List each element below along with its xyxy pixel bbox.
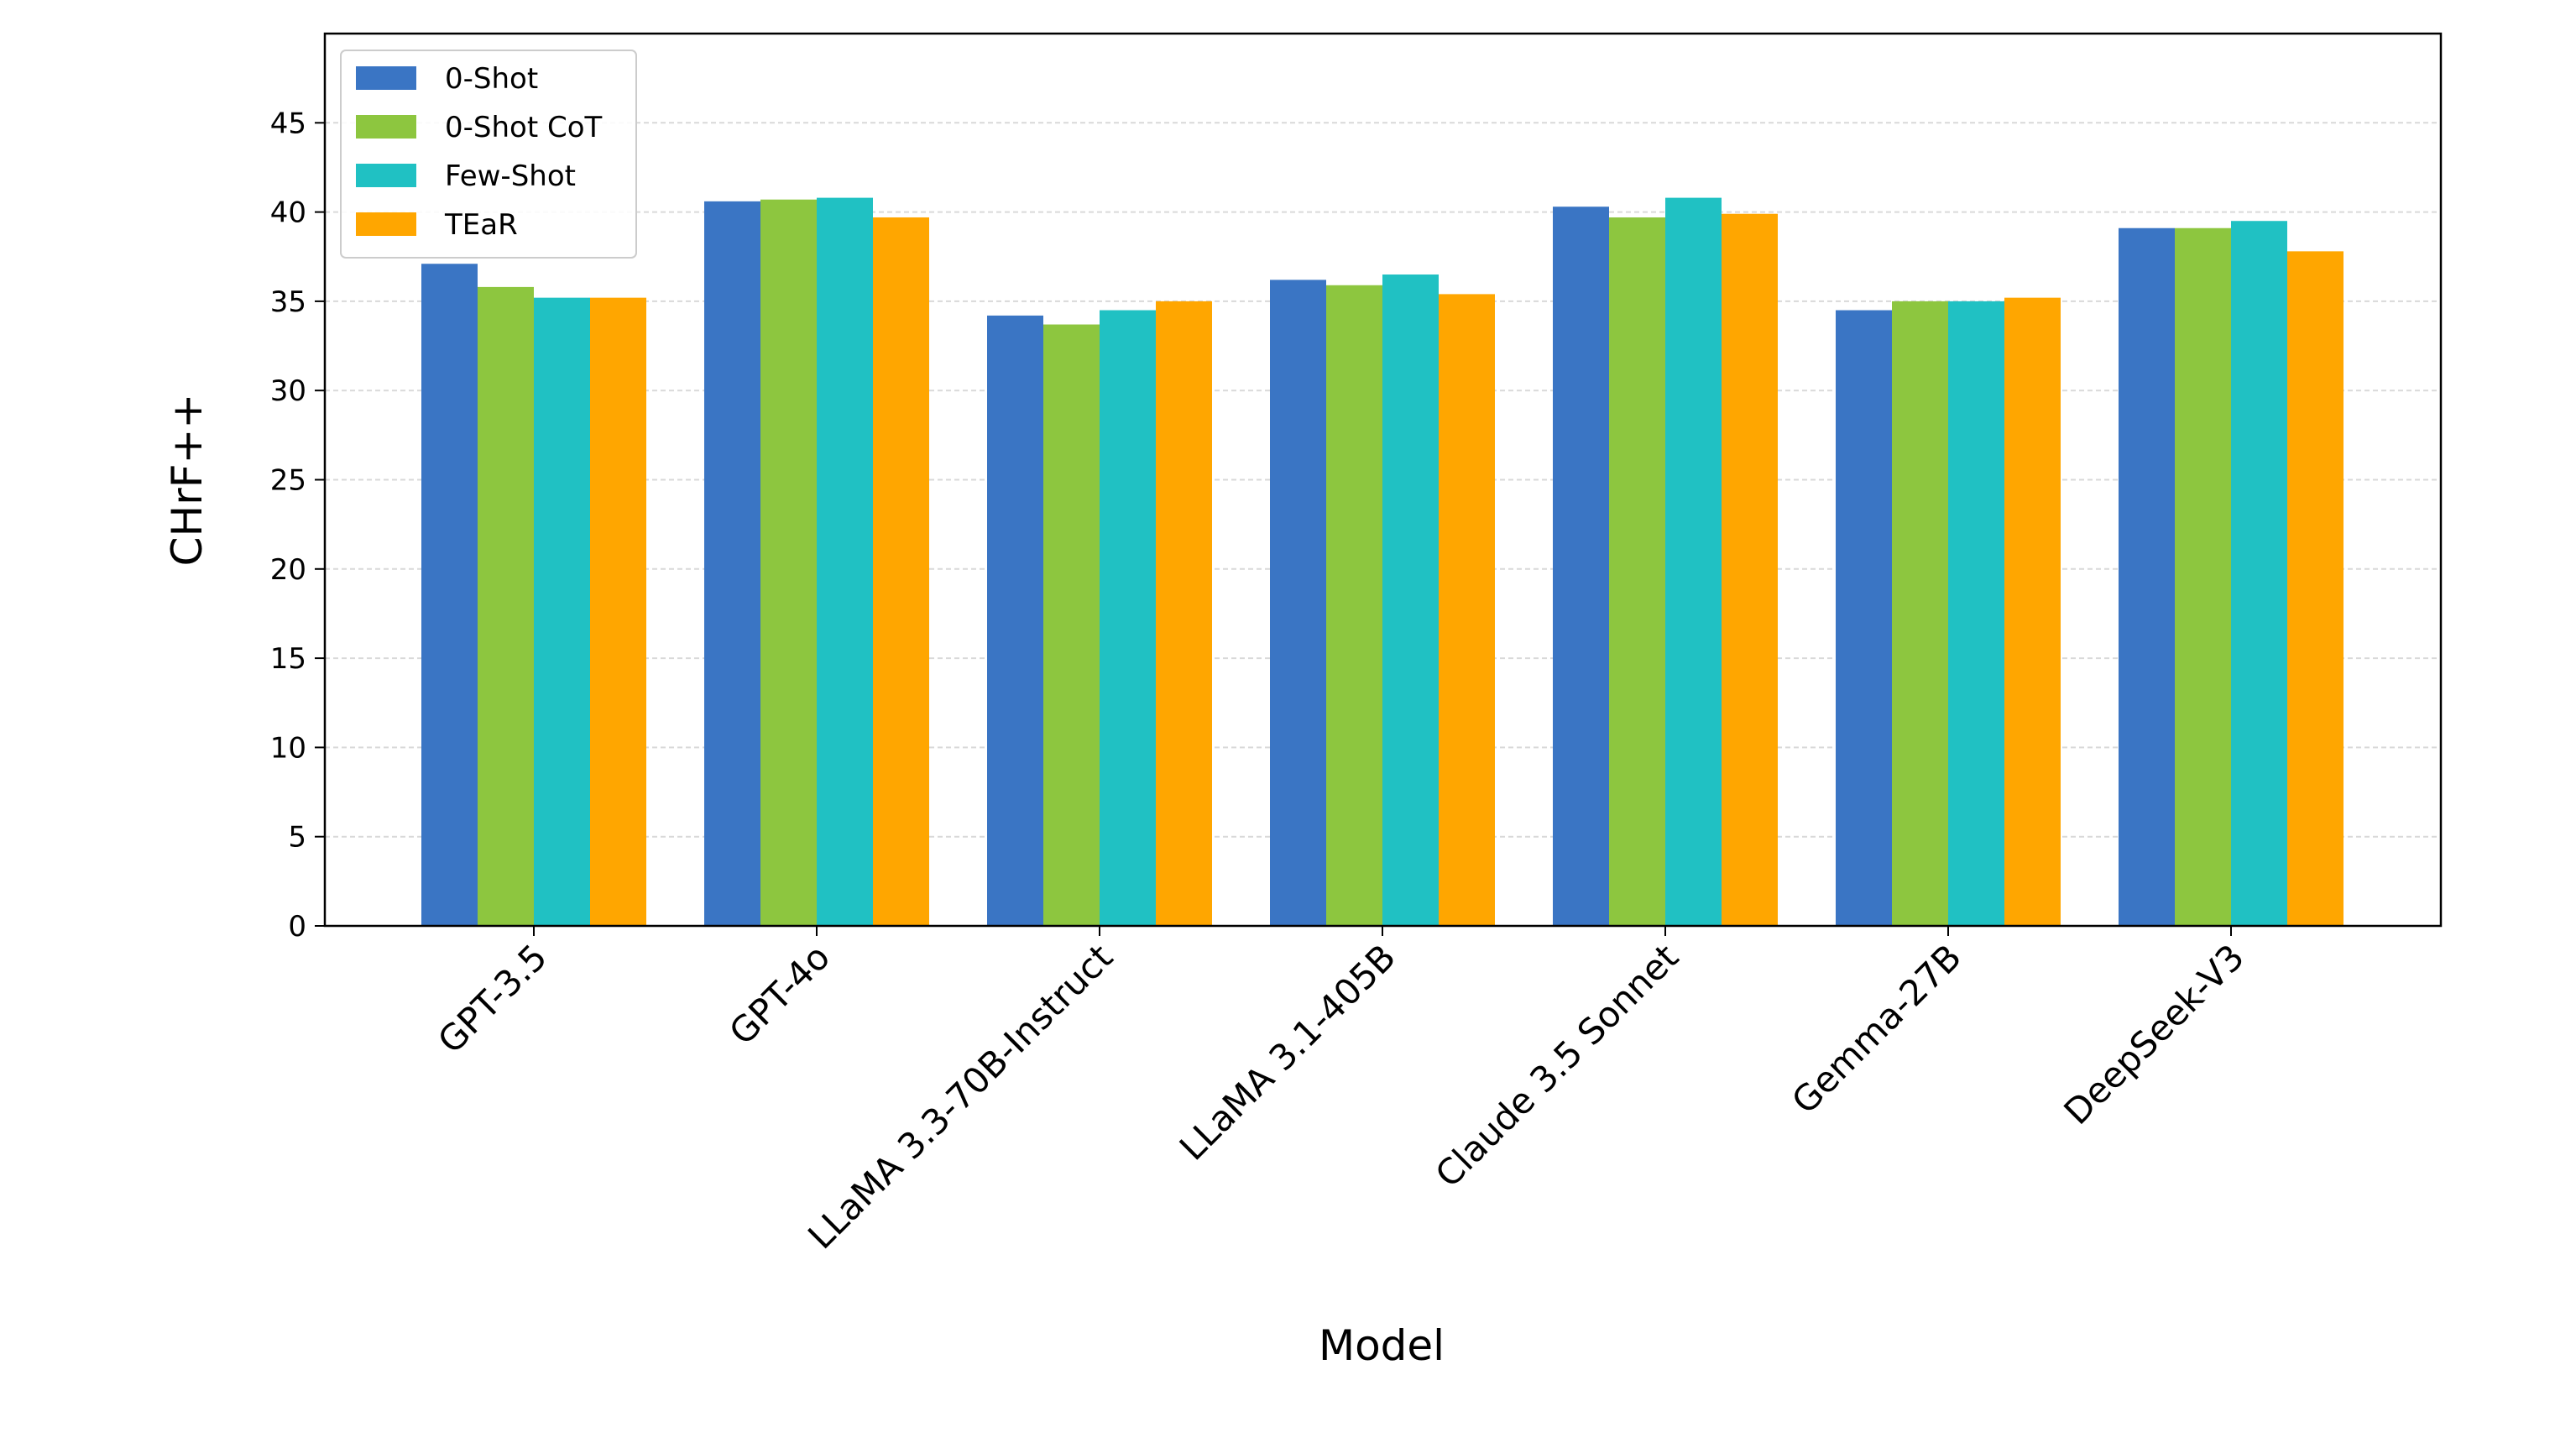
bar [1382, 274, 1439, 926]
y-axis-title: CHrF++ [163, 394, 212, 567]
bar [817, 197, 873, 927]
bar [1043, 324, 1100, 927]
bar [987, 315, 1043, 927]
legend-swatch [356, 164, 416, 187]
y-tick-label: 15 [270, 642, 306, 676]
x-tick-label: GPT-3.5 [430, 936, 555, 1061]
legend-swatch [356, 212, 416, 236]
x-tick-label: Gemma-27B [1784, 936, 1969, 1121]
bar [1722, 213, 1778, 926]
bar [478, 286, 534, 927]
y-tick-label: 20 [270, 553, 306, 587]
bars [421, 197, 2343, 927]
y-tick-label: 0 [288, 910, 306, 944]
bar [704, 201, 760, 926]
x-axis-title: Model [1319, 1321, 1445, 1370]
bar [2175, 227, 2231, 926]
x-tick-label: GPT-4o [721, 936, 838, 1053]
bar [1326, 285, 1382, 926]
bar [1665, 197, 1722, 927]
bar [421, 264, 478, 926]
bar [2004, 297, 2061, 926]
legend-label: Few-Shot [445, 159, 576, 193]
legend-label: 0-Shot CoT [445, 111, 603, 144]
bar [1609, 217, 1665, 926]
legend-label: TEaR [444, 208, 518, 242]
bar [1948, 301, 2004, 926]
x-tick-label: DeepSeek-V3 [2056, 936, 2252, 1132]
y-axis-ticks: 0 5 10 15 20 25 30 35 40 45 [270, 107, 325, 944]
y-tick-label: 25 [270, 464, 306, 498]
y-tick-label: 30 [270, 374, 306, 408]
legend-swatch [356, 115, 416, 139]
y-tick-label: 40 [270, 196, 306, 230]
y-tick-label: 5 [288, 821, 306, 855]
y-tick-label: 45 [270, 107, 306, 140]
legend: 0-Shot 0-Shot CoT Few-Shot TEaR [340, 50, 637, 259]
bar [1836, 310, 1892, 926]
x-tick-label: LLaMA 3.1-405B [1172, 936, 1403, 1168]
y-tick-label: 35 [270, 285, 306, 319]
bar [2287, 251, 2343, 926]
legend-swatch [356, 66, 416, 90]
bar [760, 199, 817, 926]
bar [1270, 280, 1326, 926]
bar [1100, 310, 1156, 926]
y-tick-label: 10 [270, 731, 306, 765]
x-tick-label: LLaMA 3.3-70B-Instruct [800, 936, 1121, 1257]
bar [2119, 227, 2175, 926]
bar [1553, 207, 1609, 927]
bar [1892, 301, 1948, 926]
bar [590, 297, 646, 926]
bar [2231, 221, 2287, 927]
bar [1156, 301, 1212, 926]
bar [873, 217, 929, 926]
bar [1439, 294, 1495, 926]
x-tick-label: Claude 3.5 Sonnet [1428, 936, 1686, 1195]
bar [534, 297, 590, 926]
legend-box [340, 50, 637, 259]
legend-label: 0-Shot [445, 62, 538, 96]
